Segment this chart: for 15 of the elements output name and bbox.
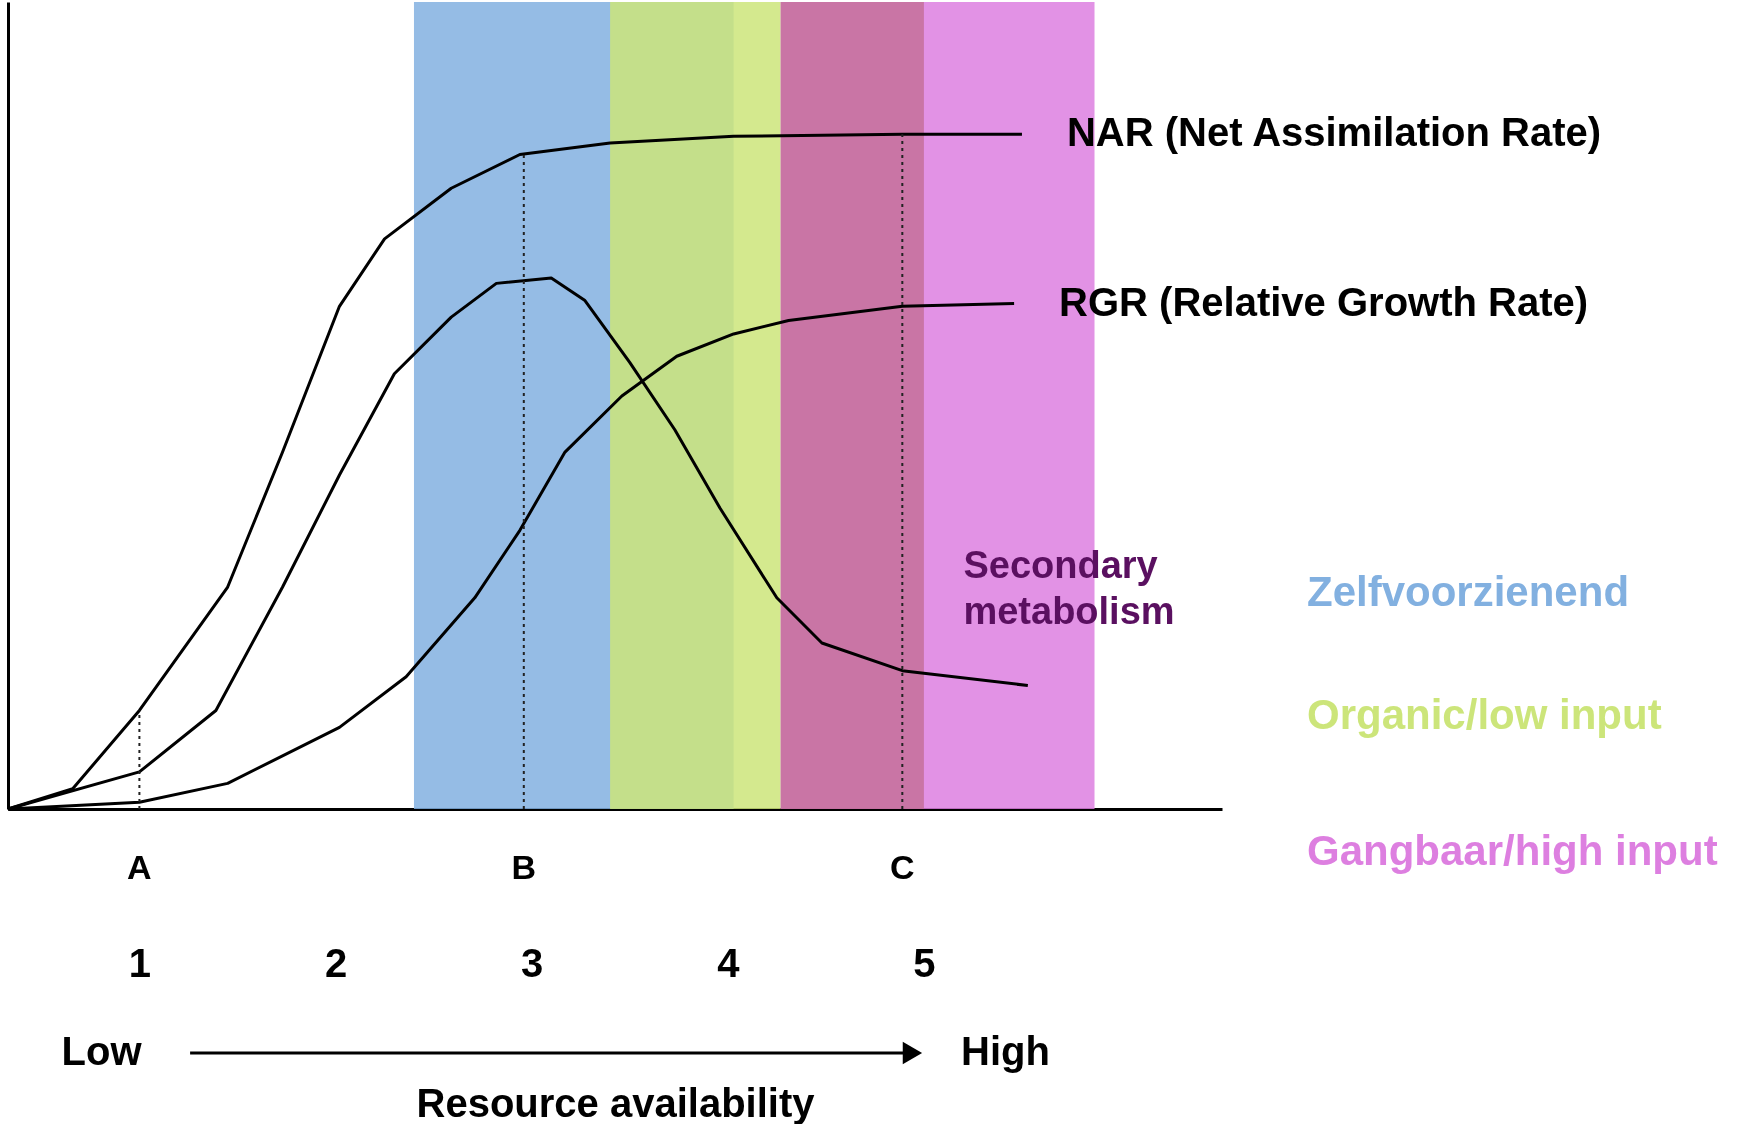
x-tick-label: 2 [324, 940, 348, 985]
band-label: Zelfvoorzienend [1307, 568, 1630, 615]
x-tick-label: 4 [717, 940, 741, 985]
x-tick-label: 1 [128, 940, 152, 985]
ref-line-label: A [127, 848, 152, 886]
text: Low [61, 1029, 143, 1073]
text: High [960, 1029, 1050, 1073]
ref-line-label: B [511, 848, 537, 886]
x-tick-label: 3 [521, 940, 544, 985]
x-tick-label: 5 [913, 940, 936, 985]
series-label: NAR (Net Assimilation Rate) [1066, 110, 1602, 155]
band-label: Organic/low input [1307, 691, 1662, 738]
series-label: RGR (Relative Growth Rate) [1059, 279, 1589, 324]
ref-line-label: C [890, 848, 915, 886]
band-label: Gangbaar/high input [1307, 827, 1718, 874]
